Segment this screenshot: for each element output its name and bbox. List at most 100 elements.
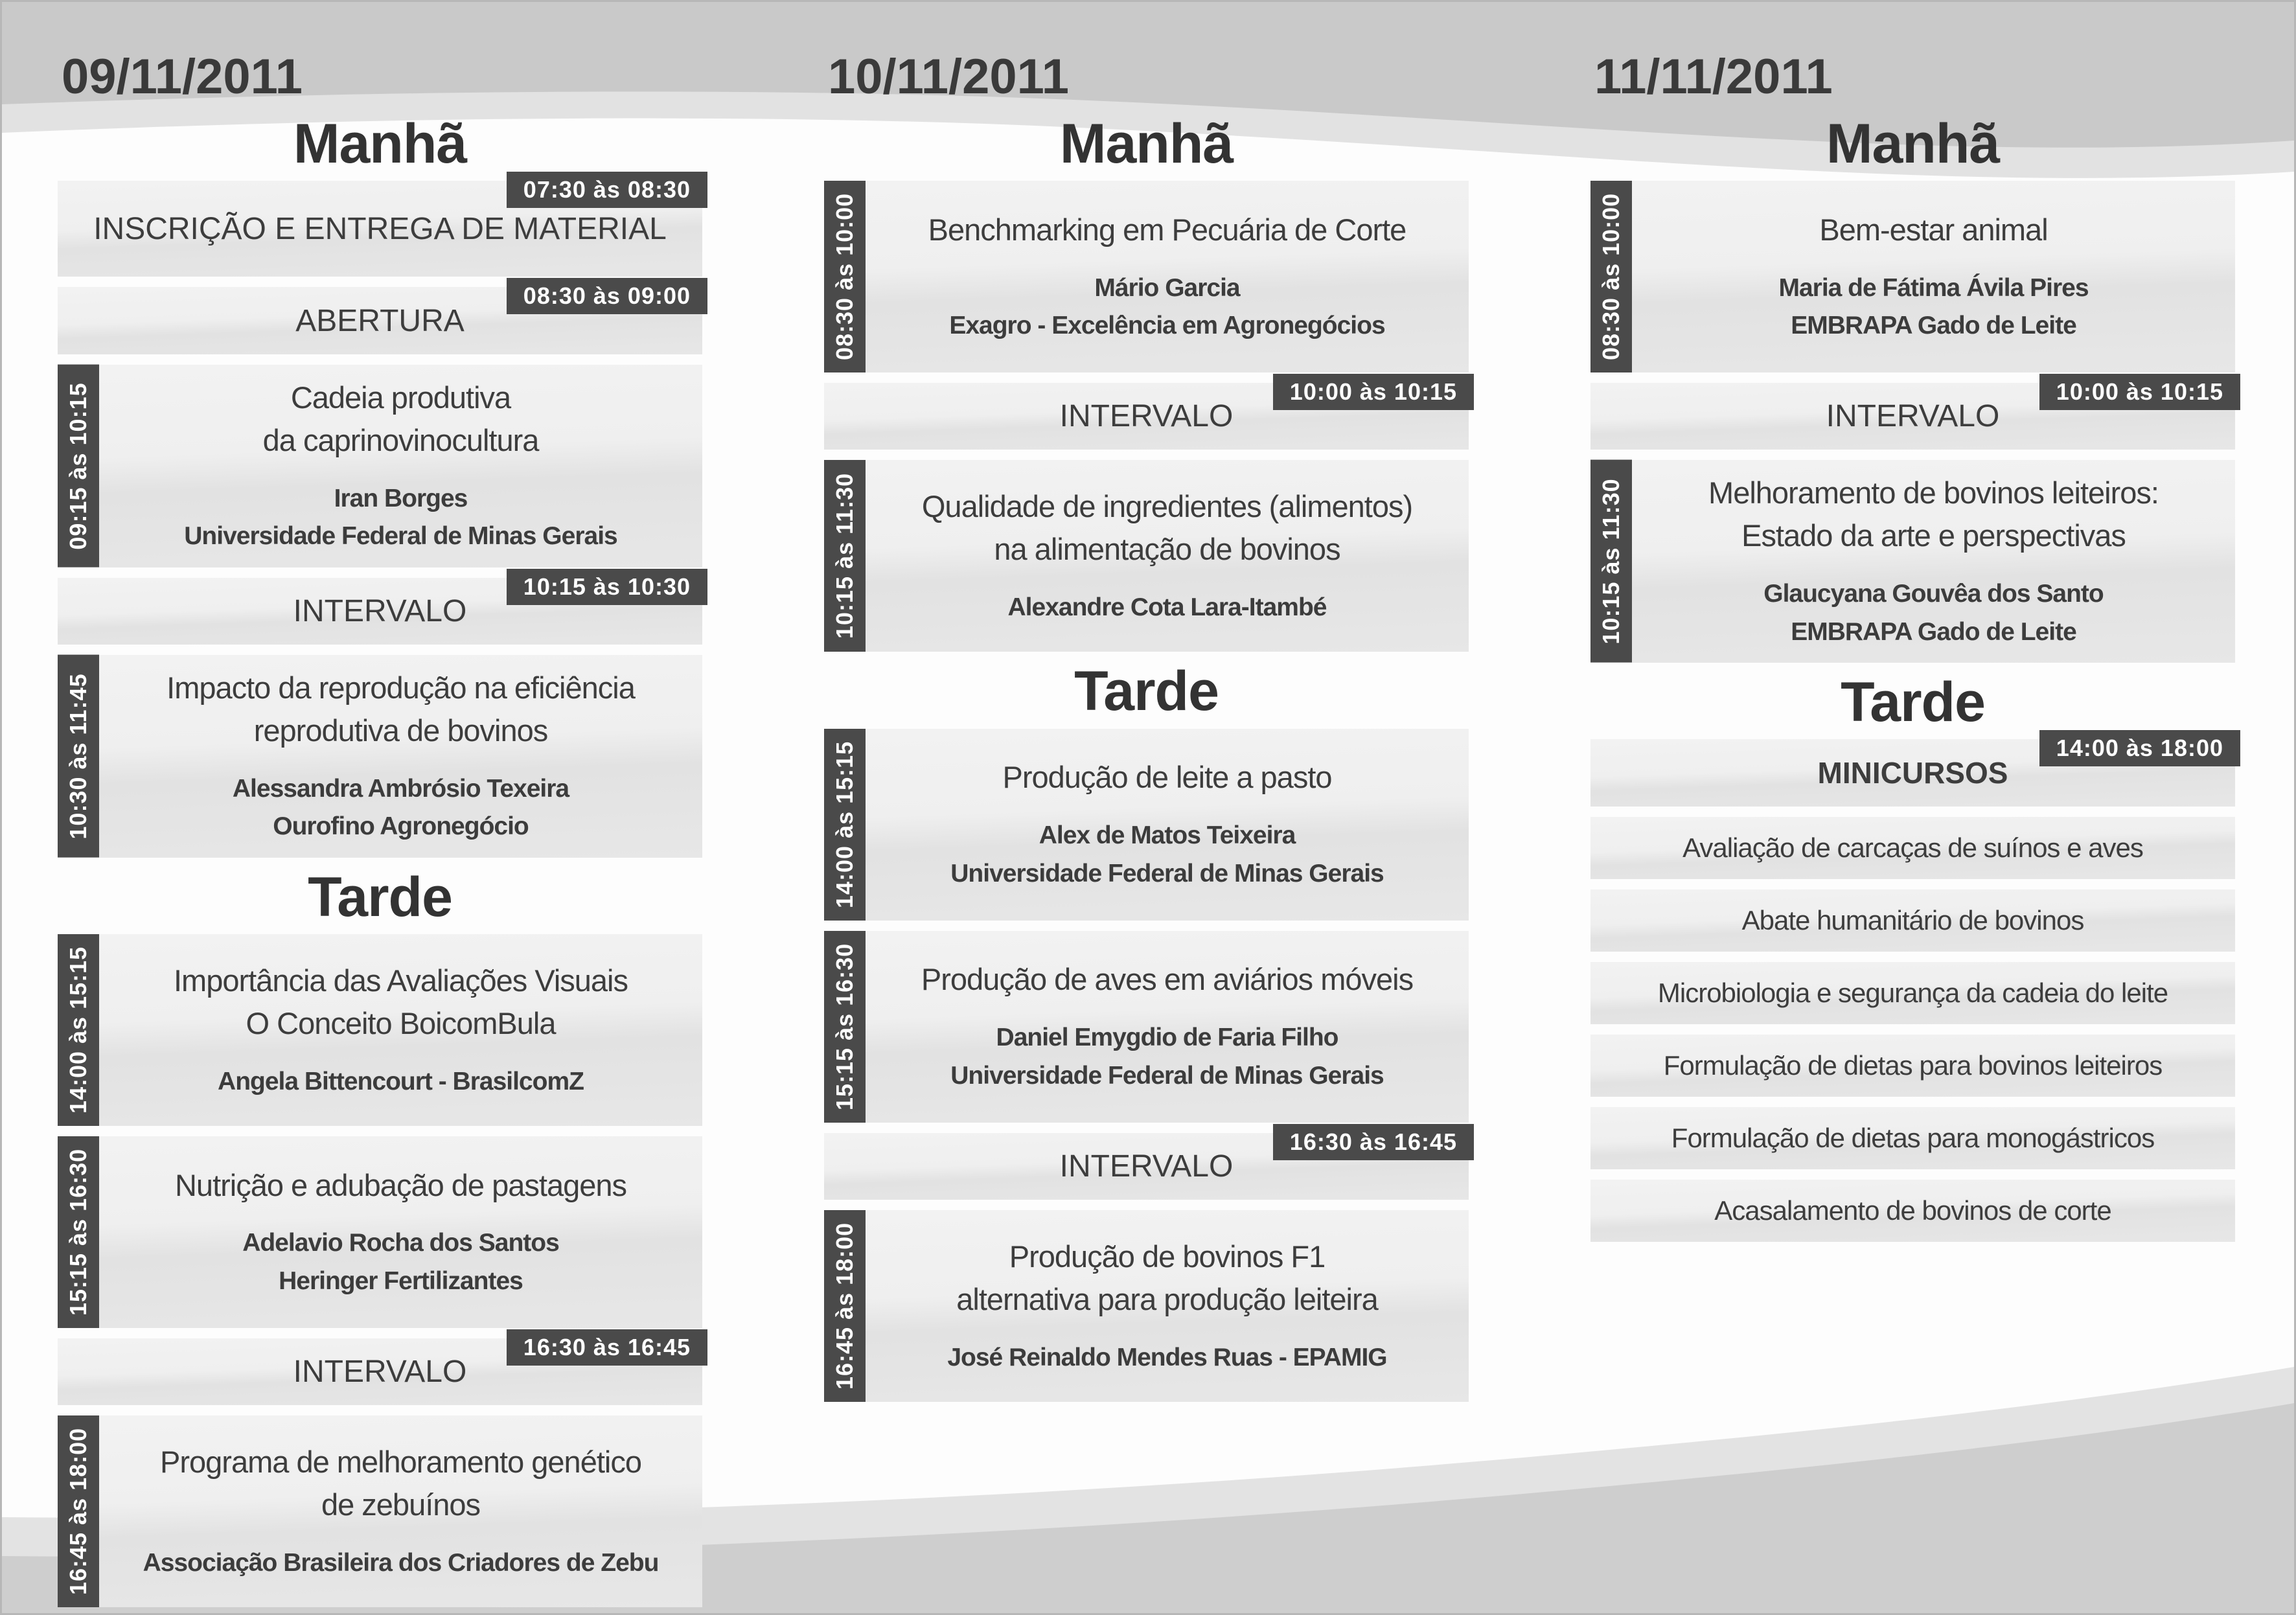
session-block: 10:30 às 11:45 Impacto da reprodução na e…: [58, 655, 702, 858]
time-range-bar: 14:00 às 15:15: [58, 933, 99, 1126]
time-range-bar: 08:30 às 10:00: [824, 181, 866, 373]
day-column: 10/11/2011 Manhã 08:30 às 10:00 Benchmarkin…: [824, 28, 1474, 1613]
time-range-bar: 10:15 às 11:30: [824, 460, 866, 652]
session-block: 14:00 às 15:15 Produção de leite a pasto A…: [824, 728, 1469, 921]
section-heading: Tarde: [1074, 660, 1219, 723]
top-wave-decoration: [2, 2, 2294, 178]
speakers: Alexandre Cota Lara-Itambé: [1008, 589, 1327, 627]
session-title: da caprinovinocultura: [262, 423, 540, 458]
break-block: INTERVALO 16:30 às 16:45: [58, 1329, 707, 1406]
session-title: ABERTURA: [295, 303, 465, 338]
time-range-bar: 15:15 às 16:30: [824, 930, 866, 1123]
day-column: 11/11/2011 Manhã 08:30 às 10:00 Bem-estar a…: [1590, 28, 2240, 1613]
speakers: Daniel Emygdio de Faria Filho Universidad…: [950, 1019, 1384, 1095]
minicourse-item: Microbiologia e segurança da cadeia do l…: [1590, 962, 2235, 1025]
section-heading: Manhã: [1826, 113, 2000, 175]
block-body: ABERTURA: [58, 287, 702, 354]
time-badge: 07:30 às 08:30: [506, 172, 707, 209]
session-title: Avaliação de carcaças de suínos e aves: [1682, 832, 2144, 863]
minicourse-item: Avaliação de carcaças de suínos e aves: [1590, 817, 2235, 880]
block-body: Abate humanitário de bovinos: [1590, 889, 2235, 952]
day-date: 11/11/2011: [1594, 49, 1833, 104]
minicourse-item: Formulação de dietas para bovinos leitei…: [1590, 1035, 2235, 1097]
block-body: INTERVALO: [58, 578, 702, 645]
speakers: Mário Garcia Exagro - Excelência em Agron…: [949, 269, 1385, 345]
block-body: Importância das Avaliações Visuais O Conc…: [99, 934, 702, 1126]
block-body: INTERVALO: [824, 1133, 1469, 1200]
session-block: 16:45 às 18:00 Produção de bovinos F1 alte…: [824, 1209, 1469, 1402]
session-speaker: Ourofino Agronegócio: [273, 812, 529, 841]
time-badge: 10:15 às 10:30: [506, 568, 707, 605]
session-block: 08:30 às 10:00 Bem-estar animal Maria de F…: [1590, 181, 2235, 373]
time-range-bar: 08:30 às 10:00: [1590, 181, 1632, 373]
session-title: Produção de leite a pasto: [1002, 760, 1332, 795]
session-block: 16:45 às 18:00 Programa de melhoramento g…: [58, 1415, 702, 1608]
plain-block: ABERTURA 08:30 às 09:00: [58, 278, 707, 355]
block-body: Melhoramento de bovinos leiteiros: Estado…: [1632, 460, 2235, 663]
speakers: Adelavio Rocha dos Santos Heringer Fertil…: [242, 1224, 560, 1300]
session-speaker: Adelavio Rocha dos Santos: [242, 1229, 560, 1257]
session-speaker: Mário Garcia: [1094, 273, 1240, 302]
session-speaker: Exagro - Excelência em Agronegócios: [949, 312, 1385, 340]
session-title: INTERVALO: [293, 593, 467, 628]
session-title: de zebuínos: [321, 1487, 481, 1522]
block-body: Cadeia produtiva da caprinovinocultura Ira…: [99, 365, 702, 567]
time-range-bar: 15:15 às 16:30: [58, 1136, 99, 1328]
speakers: Maria de Fátima Ávila Pires EMBRAPA Gado …: [1778, 269, 2089, 345]
session-speaker: EMBRAPA Gado de Leite: [1791, 617, 2077, 646]
block-body: INTERVALO: [1590, 383, 2235, 450]
session-title: Bem-estar animal: [1819, 212, 2048, 247]
session-speaker: Universidade Federal de Minas Gerais: [184, 522, 617, 551]
session-title: Benchmarking em Pecuária de Corte: [928, 212, 1407, 247]
time-range-bar: 10:15 às 11:30: [1590, 460, 1632, 663]
section-heading: Manhã: [293, 113, 467, 175]
speakers: Angela Bittencourt - BrasilcomZ: [218, 1063, 584, 1101]
session-block: 09:15 às 10:15 Cadeia produtiva da caprino…: [58, 365, 702, 567]
block-body: INTERVALO: [824, 383, 1469, 450]
session-speaker: EMBRAPA Gado de Leite: [1791, 312, 2077, 340]
speakers: Alex de Matos Teixeira Universidade Feder…: [950, 817, 1384, 893]
session-title: Microbiologia e segurança da cadeia do l…: [1657, 977, 2168, 1008]
session-speaker: Alex de Matos Teixeira: [1039, 821, 1296, 850]
session-speaker: José Reinaldo Mendes Ruas - EPAMIG: [947, 1343, 1387, 1371]
speakers: Associação Brasileira dos Criadores de Z…: [143, 1544, 660, 1583]
time-range-bar: 16:45 às 18:00: [824, 1209, 866, 1402]
break-block: INTERVALO 10:15 às 10:30: [58, 568, 707, 645]
session-title: alternativa para produção leiteira: [956, 1281, 1379, 1316]
session-block: 10:15 às 11:30 Qualidade de ingredientes …: [824, 460, 1469, 652]
block-body: Qualidade de ingredientes (alimentos) na …: [866, 460, 1469, 652]
session-title: Importância das Avaliações Visuais: [173, 963, 628, 998]
block-body: INTERVALO: [58, 1338, 702, 1405]
speakers: José Reinaldo Mendes Ruas - EPAMIG: [947, 1339, 1387, 1377]
section-heading: Tarde: [308, 865, 453, 928]
session-speaker: Associação Brasileira dos Criadores de Z…: [143, 1548, 660, 1577]
block-body: Nutrição e adubação de pastagens Adelavio…: [99, 1136, 702, 1328]
time-badge: 16:30 às 16:45: [1272, 1123, 1474, 1160]
speakers: Glaucyana Gouvêa dos Santo EMBRAPA Gado d…: [1763, 575, 2104, 651]
time-range-bar: 16:45 às 18:00: [58, 1415, 99, 1608]
session-speaker: Alessandra Ambrósio Texeira: [232, 774, 569, 803]
block-body: Microbiologia e segurança da cadeia do l…: [1590, 962, 2235, 1024]
day-date: 10/11/2011: [828, 49, 1069, 104]
session-title: INTERVALO: [1059, 399, 1234, 434]
session-block: 14:00 às 15:15 Importância das Avaliações…: [58, 933, 702, 1126]
session-title: Programa de melhoramento genético: [160, 1445, 642, 1480]
speakers: Iran Borges Universidade Federal de Minas…: [184, 480, 617, 556]
day-date: 09/11/2011: [62, 49, 303, 104]
block-body: Formulação de dietas para bovinos leitei…: [1590, 1035, 2235, 1097]
break-block: INTERVALO 16:30 às 16:45: [824, 1123, 1474, 1200]
session-speaker: Maria de Fátima Ávila Pires: [1778, 273, 2089, 302]
time-badge: 10:00 às 10:15: [1272, 374, 1474, 411]
block-body: MINICURSOS: [1590, 739, 2235, 807]
block-body: Impacto da reprodução na eficiência repro…: [99, 655, 702, 858]
session-title: INSCRIÇÃO E ENTREGA DE MATERIAL: [93, 211, 667, 246]
session-block: 10:15 às 11:30 Melhoramento de bovinos le…: [1590, 460, 2235, 663]
minicourse-item: Abate humanitário de bovinos: [1590, 889, 2235, 952]
session-title: Produção de aves em aviários móveis: [921, 962, 1414, 997]
break-block: INTERVALO 10:00 às 10:15: [824, 374, 1474, 450]
minicourse-item: Formulação de dietas para monogástricos: [1590, 1107, 2235, 1170]
session-speaker: Glaucyana Gouvêa dos Santo: [1763, 580, 2104, 608]
session-title: INTERVALO: [1826, 399, 2000, 434]
